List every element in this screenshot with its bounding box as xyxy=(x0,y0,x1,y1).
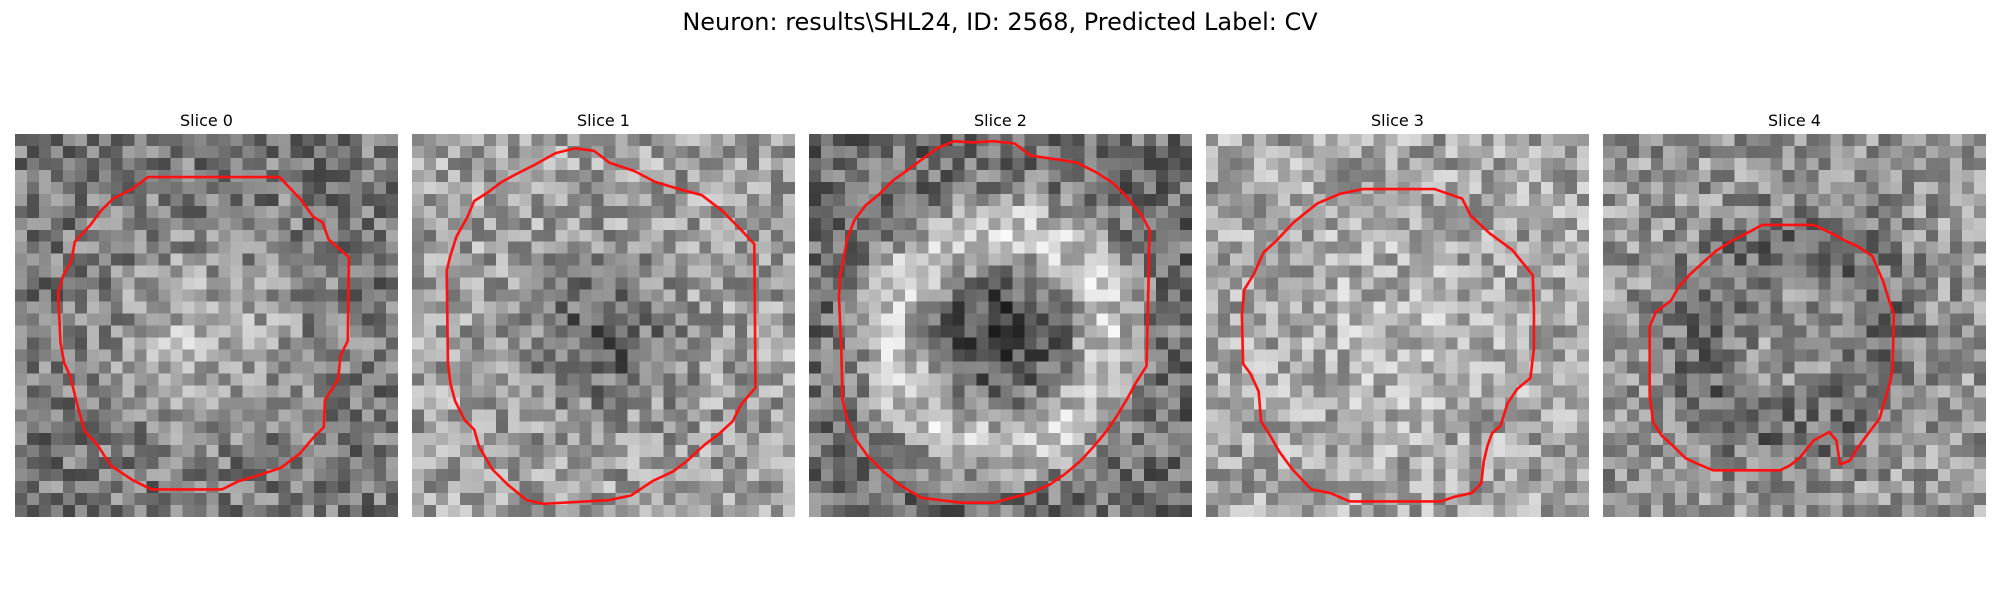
slice-panel-3: Slice 3 xyxy=(1206,108,1589,517)
slice-panel-4: Slice 4 xyxy=(1603,108,1986,517)
slice-title-0: Slice 0 xyxy=(180,111,233,130)
roi-contour xyxy=(837,139,1152,504)
pixel-grid xyxy=(809,134,1192,517)
roi-contour xyxy=(1648,223,1896,472)
slice-image-0 xyxy=(15,134,398,517)
slice-panel-2: Slice 2 xyxy=(809,108,1192,517)
slice-title-3: Slice 3 xyxy=(1371,111,1424,130)
slice-panel-1: Slice 1 xyxy=(412,108,795,517)
figure-title: Neuron: results\SHL24, ID: 2568, Predict… xyxy=(682,8,1318,36)
pixel-grid xyxy=(1206,134,1589,517)
roi-contour xyxy=(445,147,757,506)
slice-title-1: Slice 1 xyxy=(577,111,630,130)
roi-contour xyxy=(56,175,351,491)
pixel-grid xyxy=(412,134,795,517)
slice-image-1 xyxy=(412,134,795,517)
roi-contour xyxy=(1240,187,1536,503)
pixel-grid xyxy=(1603,134,1986,517)
pixel-grid xyxy=(15,134,398,517)
slice-panel-0: Slice 0 xyxy=(15,108,398,517)
slice-title-4: Slice 4 xyxy=(1768,111,1821,130)
slice-image-4 xyxy=(1603,134,1986,517)
slice-image-3 xyxy=(1206,134,1589,517)
slice-title-2: Slice 2 xyxy=(974,111,1027,130)
slice-image-2 xyxy=(809,134,1192,517)
